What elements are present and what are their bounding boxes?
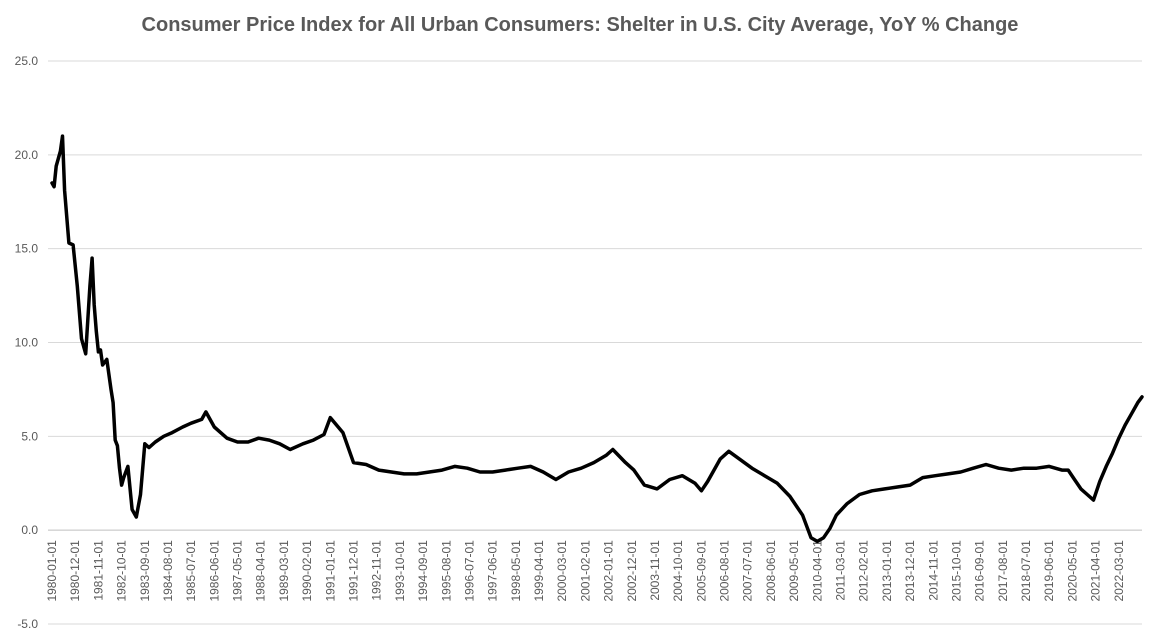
y-tick-label: 20.0 <box>15 148 39 162</box>
x-tick-label: 1995-08-01 <box>439 540 453 602</box>
x-tick-label: 2002-01-01 <box>602 540 616 602</box>
x-tick-label: 1992-11-01 <box>370 540 384 601</box>
x-tick-label: 2000-03-01 <box>555 540 569 602</box>
x-tick-label: 1982-10-01 <box>115 540 129 602</box>
x-tick-label: 2013-01-01 <box>880 540 894 602</box>
x-tick-label: 2020-05-01 <box>1065 540 1079 602</box>
x-tick-label: 2009-05-01 <box>787 540 801 602</box>
x-axis-tick-labels: 1980-01-01 1980-12-01 1981-11-01 1982-10-01… <box>45 540 1126 602</box>
x-tick-label: 1987-05-01 <box>231 540 245 602</box>
x-tick-label: 1989-03-01 <box>277 540 291 602</box>
x-tick-label: 2016-09-01 <box>973 540 987 602</box>
x-tick-label: 1996-07-01 <box>462 540 476 602</box>
y-tick-label: 10.0 <box>15 336 39 350</box>
y-tick-label: -5.0 <box>17 617 38 631</box>
x-tick-label: 2001-02-01 <box>578 540 592 602</box>
x-tick-label: 2005-09-01 <box>694 540 708 602</box>
x-tick-label: 1991-01-01 <box>323 540 337 602</box>
x-tick-label: 2017-08-01 <box>996 540 1010 602</box>
y-tick-label: 0.0 <box>21 523 38 537</box>
x-tick-label: 2008-06-01 <box>764 540 778 602</box>
x-tick-label: 2002-12-01 <box>625 540 639 602</box>
series-layer <box>50 134 1144 544</box>
x-tick-label: 2021-04-01 <box>1089 540 1103 602</box>
x-tick-label: 1980-01-01 <box>45 540 59 602</box>
x-tick-label: 2013-12-01 <box>903 540 917 602</box>
x-tick-label: 2007-07-01 <box>741 540 755 602</box>
x-tick-label: 1991-12-01 <box>346 540 360 602</box>
x-tick-label: 1998-05-01 <box>509 540 523 602</box>
x-tick-label: 1981-11-01 <box>91 540 105 601</box>
x-tick-label: 2012-02-01 <box>857 540 871 602</box>
x-tick-label: 1985-07-01 <box>184 540 198 602</box>
x-tick-label: 2019-06-01 <box>1042 540 1056 602</box>
x-tick-label: 2014-11-01 <box>926 540 940 601</box>
x-tick-label: 1999-04-01 <box>532 540 546 602</box>
x-tick-label: 2006-08-01 <box>718 540 732 602</box>
y-tick-label: 25.0 <box>15 54 39 68</box>
x-tick-label: 1980-12-01 <box>68 540 82 602</box>
x-tick-label: 1990-02-01 <box>300 540 314 602</box>
x-tick-label: 1984-08-01 <box>161 540 175 602</box>
y-tick-label: 5.0 <box>21 429 38 443</box>
x-tick-label: 2010-04-01 <box>810 540 824 602</box>
x-tick-label: 1997-06-01 <box>486 540 500 602</box>
x-tick-label: 2011-03-01 <box>834 540 848 601</box>
x-tick-label: 1986-06-01 <box>207 540 221 602</box>
x-tick-label: 1988-04-01 <box>254 540 268 602</box>
x-tick-label: 2015-10-01 <box>949 540 963 602</box>
x-tick-label: 1993-10-01 <box>393 540 407 602</box>
x-tick-label: 2022-03-01 <box>1112 540 1126 602</box>
chart-title: Consumer Price Index for All Urban Consu… <box>141 14 1019 36</box>
series-line <box>50 134 1144 544</box>
y-axis-tick-labels: 25.0 20.0 15.0 10.0 5.0 0.0 -5.0 <box>15 54 39 631</box>
gridlines <box>48 60 1142 625</box>
x-tick-label: 1994-09-01 <box>416 540 430 602</box>
x-tick-label: 1983-09-01 <box>138 540 152 602</box>
x-tick-label: 2018-07-01 <box>1019 540 1033 602</box>
x-tick-label: 2004-10-01 <box>671 540 685 602</box>
y-tick-label: 15.0 <box>15 242 39 256</box>
x-tick-label: 2003-11-01 <box>648 540 662 601</box>
